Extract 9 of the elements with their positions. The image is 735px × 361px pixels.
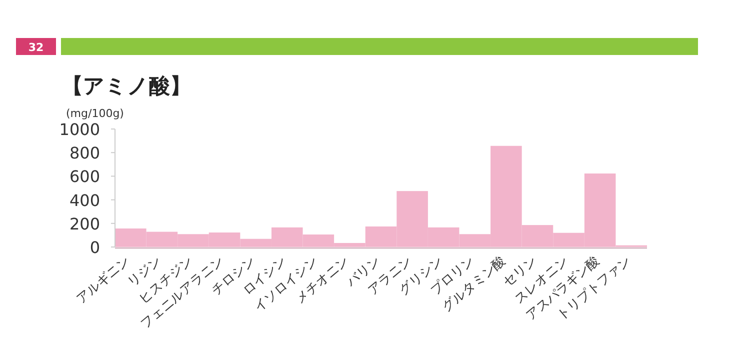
- y-tick-label: 600: [69, 167, 100, 186]
- chart-title: 【アミノ酸】: [62, 74, 191, 98]
- y-tick-label: 1000: [59, 120, 100, 139]
- y-tick-label: 0: [90, 238, 100, 257]
- y-tick-label: 400: [69, 190, 100, 210]
- text: 32: [28, 41, 44, 54]
- y-tick-label: 800: [69, 144, 100, 163]
- y-axis-title: (mg/100g): [66, 107, 124, 120]
- y-tick-label: 200: [69, 214, 100, 234]
